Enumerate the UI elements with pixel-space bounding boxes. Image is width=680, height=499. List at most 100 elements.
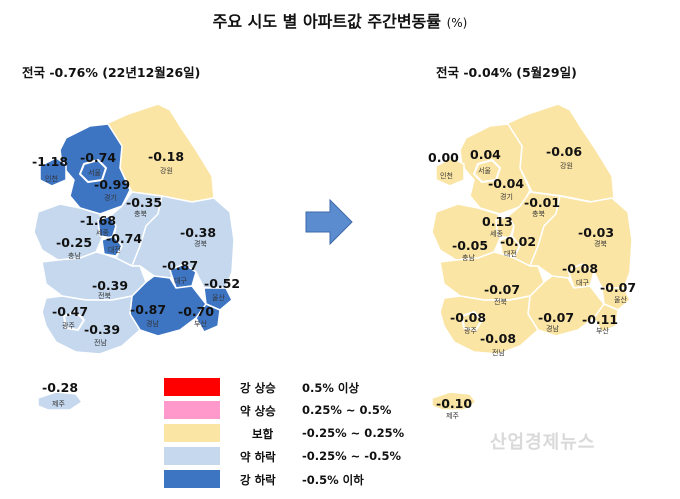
left-value-daejeon: -0.74 (106, 231, 142, 246)
right-region-jeonnam (439, 295, 539, 355)
left-name-chungbuk: 충북 (134, 209, 147, 218)
right-name-gyeongbuk: 경북 (594, 239, 607, 248)
left-name-jeonbuk: 전북 (98, 291, 111, 300)
left-name-daejeon: 대전 (108, 245, 121, 254)
right-value-chungbuk: -0.01 (524, 195, 560, 210)
left-name-jeonnam: 전남 (94, 338, 107, 347)
legend-swatch-weak-fall (164, 447, 220, 465)
left-region-gwangju (63, 311, 85, 331)
right-map (431, 103, 633, 411)
title-text: 주요 시도 별 아파트값 주간변동률 (212, 12, 442, 31)
right-value-jeju: -0.10 (436, 396, 472, 411)
left-value-gyeongbuk: -0.38 (180, 225, 216, 240)
legend-range-weak-rise: 0.25% ~ 0.5% (302, 403, 392, 417)
legend-label-weak-rise: 약 상승 (240, 404, 276, 418)
left-name-sejong: 세종 (96, 228, 109, 237)
right-value-daegu: -0.08 (562, 261, 598, 276)
right-value-gyeongbuk: -0.03 (578, 225, 614, 240)
legend-label-weak-fall: 약 하락 (240, 450, 276, 464)
right-name-jeonnam: 전남 (492, 348, 505, 357)
legend-range-weak-fall: -0.25% ~ -0.5% (302, 449, 401, 463)
right-value-incheon: 0.00 (428, 150, 459, 165)
left-region-busan (195, 303, 221, 333)
right-name-gwangju: 광주 (464, 327, 477, 335)
left-region-seoul (79, 159, 107, 183)
right-name-ulsan: 울산 (614, 295, 627, 304)
right-name-daegu: 대구 (576, 279, 589, 287)
right-name-seoul: 서울 (478, 166, 491, 175)
left-value-incheon: -1.18 (32, 154, 68, 169)
legend-label-flat: 보합 (252, 427, 274, 441)
right-value-chungnam: -0.05 (452, 238, 488, 253)
chart-title: 주요 시도 별 아파트값 주간변동률 (%) (0, 8, 680, 32)
left-value-ulsan: -0.52 (204, 276, 240, 291)
left-value-gwangju: -0.47 (52, 304, 88, 319)
left-value-daegu: -0.87 (162, 258, 198, 273)
right-name-gangwon: 강원 (560, 161, 573, 170)
left-value-jeju: -0.28 (42, 380, 78, 395)
title-unit: (%) (446, 16, 468, 30)
left-region-sejong (97, 215, 117, 239)
left-region-jeonnam (41, 295, 141, 355)
left-region-jeju (37, 391, 83, 411)
right-map-subtitle: 전국 -0.04% (5월29일) (436, 65, 577, 80)
legend-swatch-weak-rise (164, 401, 220, 419)
legend-range-strong-fall: -0.5% 이하 (302, 473, 364, 487)
left-name-gyeongbuk: 경북 (194, 239, 207, 248)
right-name-jeonbuk: 전북 (494, 297, 507, 306)
left-value-chungbuk: -0.35 (126, 195, 162, 210)
left-value-busan: -0.70 (178, 304, 214, 319)
comparison-arrow-icon (305, 198, 353, 246)
legend-label-strong-fall: 강 하락 (240, 473, 276, 487)
left-name-seoul: 서울 (88, 168, 101, 177)
right-value-sejong: 0.13 (482, 214, 513, 229)
watermark-text: 산업경제뉴스 (490, 432, 596, 453)
legend-label-strong-rise: 강 상승 (240, 381, 276, 395)
right-value-gyeongnam: -0.07 (538, 310, 574, 325)
right-value-gyeonggi: -0.04 (488, 176, 524, 191)
right-name-jeju: 제주 (446, 412, 459, 420)
left-map-labels: -1.18 인천 -0.74 서울 -0.99 경기 -0.18 강원 -0.3… (32, 149, 240, 408)
right-region-incheon (435, 157, 465, 187)
right-region-sejong (495, 215, 515, 239)
legend-range-flat: -0.25% ~ 0.25% (302, 426, 405, 440)
left-map-subtitle: 전국 -0.76% (22년12월26일) (22, 65, 201, 80)
left-name-gyeonggi: 경기 (104, 193, 117, 202)
left-name-gyeongnam: 경남 (146, 319, 159, 328)
right-region-jeju (431, 391, 477, 411)
left-name-chungnam: 충남 (68, 251, 81, 260)
left-value-gyeonggi: -0.99 (94, 177, 130, 192)
left-name-daegu: 대구 (174, 277, 187, 285)
right-region-gwangju (461, 311, 483, 331)
legend-range-strong-rise: 0.5% 이상 (302, 381, 360, 395)
right-value-jeonbuk: -0.07 (484, 282, 520, 297)
right-name-chungnam: 충남 (462, 253, 475, 262)
right-region-seoul (473, 159, 501, 183)
left-value-sejong: -1.68 (80, 213, 116, 228)
right-map-labels: 0.00 인천 0.04 서울 -0.04 경기 -0.06 강원 -0.01 … (428, 144, 636, 420)
right-value-daejeon: -0.02 (500, 234, 536, 249)
left-map (33, 103, 235, 411)
left-name-busan: 부산 (194, 319, 207, 328)
left-name-incheon: 인천 (45, 174, 58, 183)
right-value-ulsan: -0.07 (600, 280, 636, 295)
right-value-gangwon: -0.06 (546, 144, 582, 159)
left-name-ulsan: 울산 (212, 293, 225, 302)
legend-swatch-flat (164, 424, 220, 442)
left-value-gyeongnam: -0.87 (130, 302, 166, 317)
left-name-jeju: 제주 (52, 400, 65, 408)
right-name-gyeongnam: 경남 (546, 324, 559, 333)
right-name-sejong: 세종 (490, 229, 503, 238)
right-name-incheon: 인천 (440, 171, 453, 180)
right-value-busan: -0.11 (582, 312, 618, 327)
right-name-chungbuk: 충북 (532, 209, 545, 218)
right-region-ulsan (601, 287, 631, 311)
left-region-incheon (39, 157, 67, 187)
right-name-gyeonggi: 경기 (500, 192, 513, 201)
left-name-gwangju: 광주 (62, 322, 75, 330)
left-value-jeonnam: -0.39 (84, 322, 120, 337)
right-value-seoul: 0.04 (470, 147, 501, 162)
legend-swatch-strong-fall (164, 470, 220, 488)
right-value-gwangju: -0.08 (450, 310, 486, 325)
left-value-jeonbuk: -0.39 (92, 278, 128, 293)
